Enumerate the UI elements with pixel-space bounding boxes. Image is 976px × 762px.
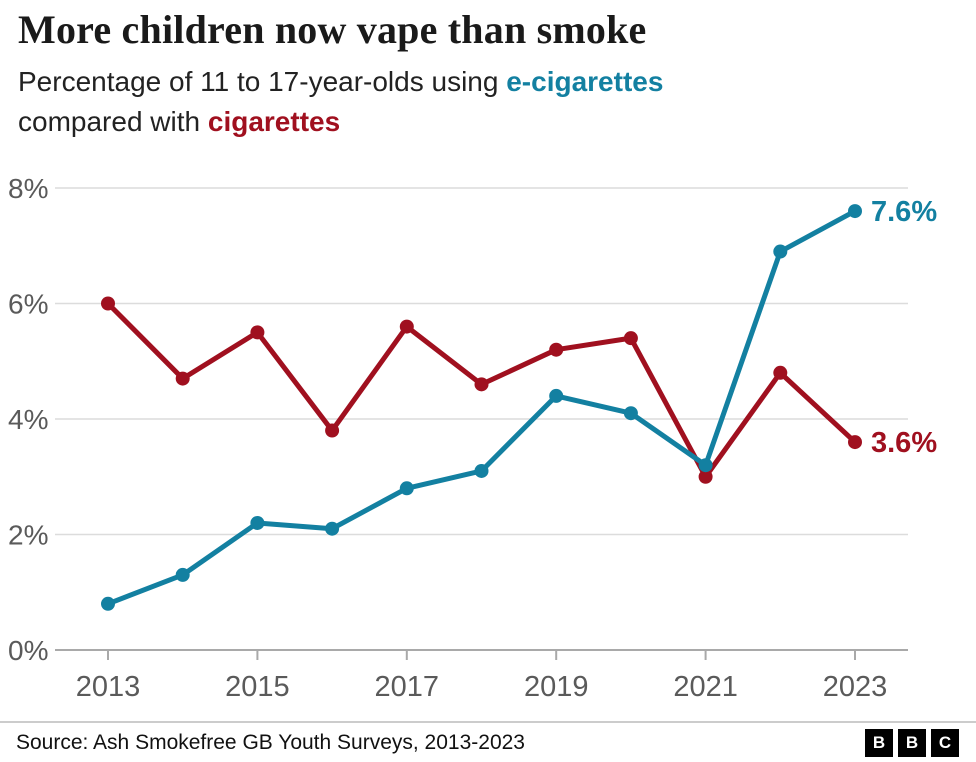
bbc-logo-block-b1: B — [865, 729, 893, 757]
end-label-cigarettes: 3.6% — [871, 427, 937, 459]
data-point-ecigarettes — [325, 521, 340, 536]
data-point-ecigarettes — [623, 406, 638, 421]
data-point-cigarettes — [848, 435, 862, 450]
data-point-ecigarettes — [101, 596, 115, 611]
data-point-cigarettes — [549, 342, 564, 357]
data-point-ecigarettes — [175, 567, 190, 582]
x-tick-label: 2021 — [673, 671, 738, 703]
data-point-ecigarettes — [250, 515, 265, 530]
data-point-cigarettes — [250, 325, 265, 340]
x-tick-label: 2019 — [524, 671, 589, 703]
data-point-cigarettes — [325, 423, 340, 438]
data-point-cigarettes — [474, 377, 489, 392]
subtitle-text-line1: Percentage of 11 to 17-year-olds using — [18, 66, 507, 97]
data-point-cigarettes — [399, 319, 414, 334]
chart-subtitle: Percentage of 11 to 17-year-olds using e… — [18, 62, 958, 142]
data-point-ecigarettes — [399, 481, 414, 496]
chart-title: More children now vape than smoke — [18, 7, 647, 52]
data-point-ecigarettes — [549, 388, 564, 403]
data-point-cigarettes — [623, 331, 638, 346]
legend-ecigarettes-label: e-cigarettes — [506, 66, 664, 97]
x-tick-label: 2013 — [76, 671, 141, 703]
data-point-cigarettes — [175, 371, 190, 386]
data-point-ecigarettes — [848, 204, 862, 219]
bbc-logo-block-c: C — [931, 729, 959, 757]
x-tick-label: 2015 — [225, 671, 290, 703]
series-line-ecigarettes — [105, 208, 858, 607]
subtitle-text-line2: compared with — [18, 106, 208, 138]
data-point-ecigarettes — [474, 463, 489, 478]
chart-footer: Source: Ash Smokefree GB Youth Surveys, … — [0, 721, 976, 762]
bbc-logo: B B C — [865, 729, 959, 757]
y-tick-label: 4% — [8, 404, 48, 435]
x-tick-label: 2023 — [823, 671, 888, 703]
data-point-ecigarettes — [698, 458, 713, 473]
chart-header: More children now vape than smoke Percen… — [18, 8, 958, 142]
legend-cigarettes-label: cigarettes — [207, 106, 341, 138]
bbc-logo-block-b2: B — [898, 729, 926, 757]
data-point-cigarettes — [698, 469, 713, 484]
data-point-ecigarettes — [773, 244, 788, 259]
x-tick-label: 2017 — [375, 671, 440, 703]
y-tick-label: 2% — [8, 520, 48, 551]
end-label-ecigarettes: 7.6% — [871, 196, 937, 228]
line-chart-canvas: 0% 2% 4% 6% 8% 2013 2015 2017 2019 2021 2023 3.6% 7.… — [8, 173, 937, 703]
data-point-cigarettes — [773, 365, 788, 380]
y-tick-label: 6% — [8, 289, 48, 320]
y-tick-label: 0% — [8, 635, 48, 666]
data-point-cigarettes — [101, 296, 115, 311]
source-text: Source: Ash Smokefree GB Youth Surveys, … — [16, 731, 525, 754]
y-tick-label: 8% — [8, 173, 48, 204]
